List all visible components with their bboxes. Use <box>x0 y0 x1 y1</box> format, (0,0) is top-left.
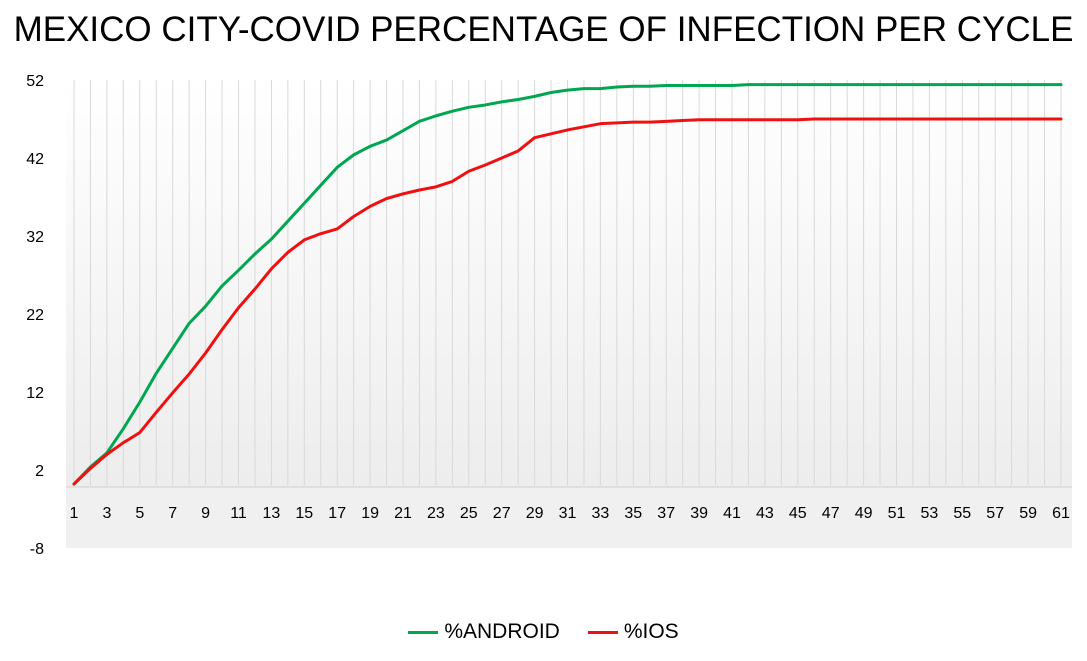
x-tick-label: 39 <box>690 505 708 522</box>
x-tick-label: 9 <box>201 505 210 522</box>
y-tick-label: 42 <box>26 151 44 168</box>
x-tick-label: 31 <box>559 505 577 522</box>
x-tick-label: 3 <box>102 505 111 522</box>
x-tick-label: 17 <box>328 505 346 522</box>
legend-item-android: %ANDROID <box>408 620 560 644</box>
x-tick-label: 23 <box>427 505 445 522</box>
x-tick-label: 57 <box>986 505 1004 522</box>
x-tick-label: 19 <box>361 505 379 522</box>
x-tick-label: 5 <box>135 505 144 522</box>
x-tick-label: 43 <box>756 505 774 522</box>
below-axis-band <box>66 487 1072 548</box>
chart-title: MEXICO CITY-COVID PERCENTAGE OF INFECTIO… <box>13 10 1074 49</box>
x-tick-label: 53 <box>921 505 939 522</box>
x-tick-label: 35 <box>624 505 642 522</box>
series-lines <box>72 83 1063 486</box>
x-tick-label: 7 <box>168 505 177 522</box>
x-tick-label: 13 <box>263 505 281 522</box>
y-tick-label: 12 <box>26 385 44 402</box>
legend-swatch-ios <box>587 630 618 634</box>
y-tick-label: 32 <box>26 229 44 246</box>
series-line-ios <box>72 117 1063 486</box>
legend: %ANDROID %IOS <box>0 620 1087 644</box>
x-tick-label: 41 <box>723 505 741 522</box>
y-tick-label: 52 <box>26 73 44 90</box>
x-tick-label: 61 <box>1052 505 1070 522</box>
x-tick-label: 29 <box>526 505 544 522</box>
legend-item-ios: %IOS <box>587 620 679 644</box>
x-tick-label: 11 <box>230 505 247 522</box>
x-tick-label: 1 <box>70 505 79 522</box>
y-axis-tick-labels: 52 42 32 22 12 2 -8 <box>26 73 44 558</box>
x-tick-label: 55 <box>953 505 971 522</box>
x-tick-label: 25 <box>460 505 478 522</box>
y-tick-label: 22 <box>26 307 44 324</box>
x-tick-label: 27 <box>493 505 511 522</box>
x-tick-label: 47 <box>822 505 840 522</box>
x-tick-label: 45 <box>789 505 807 522</box>
legend-label-android: %ANDROID <box>444 620 560 643</box>
x-tick-label: 33 <box>592 505 610 522</box>
x-tick-label: 21 <box>394 505 412 522</box>
legend-label-ios: %IOS <box>623 620 679 643</box>
series-line-android <box>72 83 1063 486</box>
y-tick-label: -8 <box>30 541 44 558</box>
x-tick-label: 37 <box>657 505 675 522</box>
x-tick-label: 59 <box>1019 505 1037 522</box>
x-tick-label: 49 <box>855 505 873 522</box>
grid-lines <box>73 80 1062 486</box>
legend-swatch-android <box>408 630 439 634</box>
x-tick-label: 51 <box>888 505 906 522</box>
y-tick-label: 2 <box>35 463 44 480</box>
plot-area <box>66 80 1072 548</box>
x-axis-tick-labels: 1 3 5 7 9 11 13 15 17 19 21 23 25 27 29 31 33 35 37 39 41 43 4… <box>70 505 1070 522</box>
x-tick-label: 15 <box>295 505 313 522</box>
